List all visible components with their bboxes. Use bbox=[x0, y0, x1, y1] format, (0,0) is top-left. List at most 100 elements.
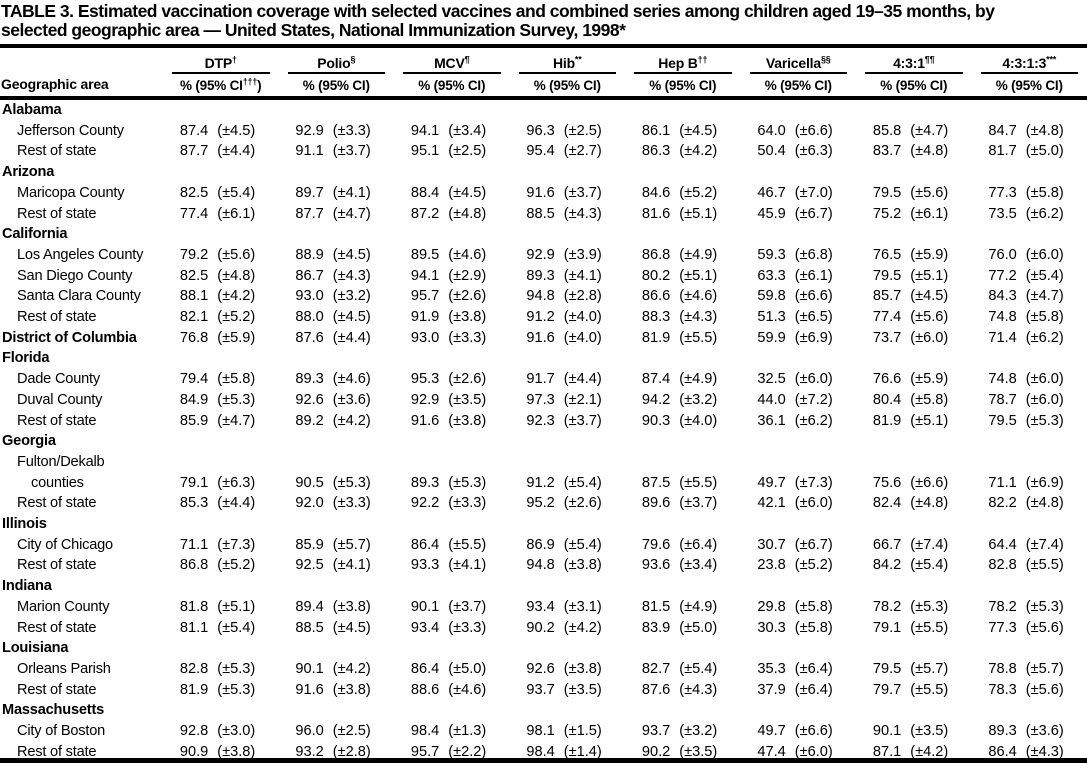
coverage-percent: 97.3 bbox=[526, 391, 555, 408]
coverage-percent: 91.2 bbox=[526, 309, 555, 326]
geo-area-label: Orleans Parish bbox=[17, 660, 111, 677]
value-cell-4-3-1: 81.9 (±5.1) bbox=[856, 411, 972, 432]
value-cell-mcv: 93.4 (±3.3) bbox=[394, 618, 510, 639]
coverage-percent: 96.3 bbox=[526, 122, 555, 139]
value-cell-mcv: 88.4 (±4.5) bbox=[394, 183, 510, 204]
coverage-percent: 81.9 bbox=[179, 681, 209, 698]
value-cell-polio: 92.6 (±3.6) bbox=[279, 390, 395, 411]
geo-area-label: Rest of state bbox=[17, 205, 97, 222]
coverage-percent: 84.3 bbox=[988, 288, 1017, 305]
confidence-interval: (±7.3) bbox=[794, 474, 833, 491]
confidence-interval: (±5.6) bbox=[1025, 619, 1064, 636]
coverage-percent: 85.3 bbox=[179, 495, 209, 512]
coverage-percent: 95.3 bbox=[410, 371, 440, 388]
coverage-percent: 88.0 bbox=[295, 309, 324, 326]
value-cell-hep-b: 81.9 (±5.5) bbox=[625, 328, 741, 349]
value-cell-4-3-1: 87.1 (±4.2) bbox=[856, 742, 972, 763]
confidence-interval: (±2.6) bbox=[448, 371, 487, 388]
geo-area-label: Jefferson County bbox=[17, 122, 124, 139]
value-cell-varicella: 30.7 (±6.7) bbox=[741, 535, 857, 556]
confidence-interval: (±4.5) bbox=[217, 122, 256, 139]
coverage-percent: 86.6 bbox=[641, 288, 671, 305]
value-cell-polio: 87.7 (±4.7) bbox=[279, 204, 395, 225]
confidence-interval: (±2.8) bbox=[332, 743, 371, 760]
confidence-interval: (±5.8) bbox=[1025, 184, 1064, 201]
value-cell-varicella: 23.8 (±5.2) bbox=[741, 555, 857, 576]
column-header-hep-b: Hep B†† bbox=[625, 48, 741, 74]
confidence-interval: (±3.4) bbox=[679, 557, 718, 574]
value-cell-4-3-1: 83.7 (±4.8) bbox=[856, 141, 972, 162]
coverage-percent: 90.1 bbox=[295, 660, 324, 677]
confidence-interval: (±5.8) bbox=[910, 391, 949, 408]
empty-cells bbox=[163, 638, 1087, 659]
confidence-interval: (±3.1) bbox=[563, 598, 602, 615]
confidence-interval: (±5.4) bbox=[563, 474, 602, 491]
value-cell-mcv: 98.4 (±1.3) bbox=[394, 721, 510, 742]
coverage-percent: 92.5 bbox=[295, 557, 324, 574]
confidence-interval: (±6.9) bbox=[1025, 474, 1064, 491]
value-cell-dtp: 82.1 (±5.2) bbox=[163, 307, 279, 328]
coverage-percent: 82.2 bbox=[988, 495, 1017, 512]
confidence-interval: (±3.7) bbox=[563, 184, 602, 201]
value-cell-hib: 98.1 (±1.5) bbox=[510, 721, 626, 742]
value-cell-dtp: 84.9 (±5.3) bbox=[163, 390, 279, 411]
value-cell-4-3-1-3: 74.8 (±5.8) bbox=[972, 307, 1087, 328]
coverage-percent: 32.5 bbox=[757, 371, 786, 388]
column-subheader-row: % (95% CI†††)% (95% CI)% (95% CI)% (95% … bbox=[0, 74, 1087, 100]
coverage-percent: 91.9 bbox=[410, 309, 440, 326]
value-cell-mcv: 92.2 (±3.3) bbox=[394, 493, 510, 514]
confidence-interval: (±4.8) bbox=[1025, 122, 1064, 139]
coverage-percent: 81.6 bbox=[641, 205, 671, 222]
coverage-percent: 83.9 bbox=[641, 619, 671, 636]
confidence-interval: (±6.0) bbox=[794, 495, 833, 512]
confidence-interval: (±7.4) bbox=[1025, 536, 1064, 553]
geo-area-label: Santa Clara County bbox=[17, 288, 141, 305]
coverage-percent: 45.9 bbox=[757, 205, 786, 222]
coverage-percent: 92.0 bbox=[295, 495, 324, 512]
confidence-interval: (±5.1) bbox=[217, 598, 256, 615]
column-subheader-4-3-1-3: % (95% CI) bbox=[971, 74, 1087, 100]
data-row: Rest of state 90.9 (±3.8) 93.2 (±2.8) 95.7 (±2… bbox=[0, 742, 1087, 763]
value-cell-4-3-1-3: 84.7 (±4.8) bbox=[972, 121, 1087, 142]
confidence-interval: (±3.8) bbox=[448, 412, 487, 429]
confidence-interval: (±3.6) bbox=[332, 391, 371, 408]
confidence-interval: (±4.6) bbox=[332, 371, 371, 388]
geographic-area-header: Geographic area bbox=[0, 48, 163, 100]
coverage-percent: 94.8 bbox=[526, 288, 555, 305]
value-cell-4-3-1: 85.8 (±4.7) bbox=[856, 121, 972, 142]
confidence-interval: (±3.7) bbox=[563, 412, 602, 429]
value-cell-dtp: 87.7 (±4.4) bbox=[163, 141, 279, 162]
coverage-percent: 89.3 bbox=[295, 371, 324, 388]
value-cell-dtp: 88.1 (±4.2) bbox=[163, 286, 279, 307]
confidence-interval: (±6.1) bbox=[217, 205, 256, 222]
confidence-interval: (±1.4) bbox=[563, 743, 602, 760]
value-cell-hib: 92.6 (±3.8) bbox=[510, 659, 626, 680]
coverage-percent: 86.3 bbox=[641, 143, 671, 160]
column-header-4-3-1: 4:3:1¶¶ bbox=[856, 48, 972, 74]
data-row: City of Chicago 71.1 (±7.3) 85.9 (±5.7) 86.4 (… bbox=[0, 535, 1087, 556]
confidence-interval: (±7.3) bbox=[217, 536, 256, 553]
geo-area-label: City of Boston bbox=[17, 723, 106, 740]
data-row: Rest of state 81.1 (±5.4) 88.5 (±4.5) 93.4 (±3… bbox=[0, 618, 1087, 639]
confidence-interval: (±2.5) bbox=[563, 122, 602, 139]
coverage-percent: 88.9 bbox=[295, 246, 324, 263]
value-cell-varicella: 42.1 (±6.0) bbox=[741, 493, 857, 514]
value-cell-mcv: 95.3 (±2.6) bbox=[394, 369, 510, 390]
value-cell-polio: 89.7 (±4.1) bbox=[279, 183, 395, 204]
coverage-percent: 78.3 bbox=[988, 681, 1017, 698]
table-title-line2: selected geographic area — United States… bbox=[1, 20, 626, 40]
coverage-percent: 79.1 bbox=[179, 474, 209, 491]
value-cell-4-3-1: 66.7 (±7.4) bbox=[856, 535, 972, 556]
column-header-mcv: MCV¶ bbox=[394, 48, 510, 74]
value-cell-hib: 92.3 (±3.7) bbox=[510, 411, 626, 432]
value-cell-dtp: 77.4 (±6.1) bbox=[163, 204, 279, 225]
value-cell-4-3-1: 75.6 (±6.6) bbox=[856, 473, 972, 494]
data-row: District of Columbia 76.8 (±5.9) 87.6 (±4.4)… bbox=[0, 328, 1087, 349]
value-cell-hib: 91.6 (±3.7) bbox=[510, 183, 626, 204]
value-cell-mcv: 95.1 (±2.5) bbox=[394, 141, 510, 162]
coverage-percent: 59.9 bbox=[757, 329, 786, 346]
coverage-percent: 78.2 bbox=[872, 598, 902, 615]
coverage-percent: 82.8 bbox=[988, 557, 1017, 574]
coverage-percent: 82.4 bbox=[872, 495, 902, 512]
confidence-interval: (±5.3) bbox=[217, 681, 256, 698]
